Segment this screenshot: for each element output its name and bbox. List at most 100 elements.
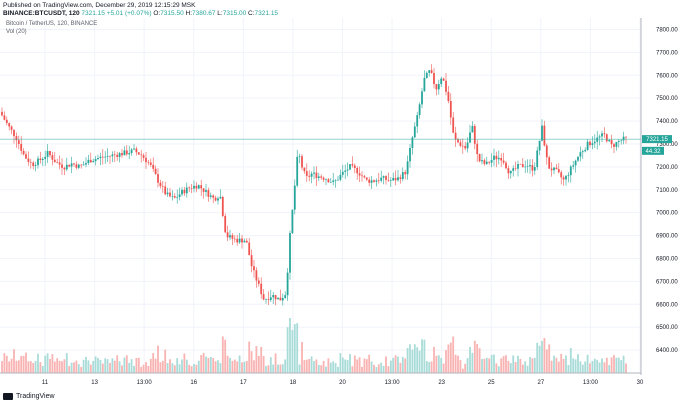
candle-body — [389, 180, 392, 181]
candle-body — [137, 152, 140, 155]
candle-body — [481, 160, 483, 162]
volume-bar — [377, 364, 380, 373]
candle-body — [493, 155, 495, 160]
volume-bar — [217, 360, 219, 373]
volume-bar — [481, 358, 483, 373]
volume-bar — [437, 355, 440, 373]
volume-bar — [92, 360, 95, 373]
x-tick-label: 30 — [637, 380, 644, 386]
candle-body — [219, 196, 222, 199]
volume-bar — [22, 355, 25, 373]
candle-body — [356, 167, 359, 174]
candle-body — [135, 148, 138, 153]
volume-bar — [392, 357, 395, 373]
volume-bar — [445, 350, 447, 373]
candle-body — [418, 104, 421, 116]
volume-bar — [135, 357, 138, 373]
volume-bar — [543, 337, 546, 373]
candle-body — [224, 215, 227, 233]
volume-bar — [416, 347, 419, 373]
candle-body — [217, 198, 219, 201]
candle-body — [68, 164, 71, 167]
candle-body — [56, 162, 59, 163]
candle-body — [545, 145, 548, 158]
price-chart[interactable]: 6400.00 6500.00 6600.00 6700.00 6800.00 6900.… — [0, 18, 681, 393]
last-price-badge — [642, 135, 672, 144]
candle-body — [49, 151, 51, 156]
candle-body — [509, 170, 512, 174]
candle-body — [569, 166, 572, 176]
volume-bar — [404, 358, 407, 373]
volume-bar — [147, 365, 150, 373]
volume-bar — [579, 361, 582, 373]
volume-bar — [106, 359, 109, 373]
candle-body — [154, 168, 157, 175]
last-price: 7321.15 — [81, 10, 105, 17]
candle-body — [212, 195, 215, 198]
x-tick-label: 13 — [91, 380, 98, 386]
candle-body — [20, 143, 23, 151]
candle-body — [214, 197, 217, 201]
volume-bar — [209, 356, 212, 373]
volume-bar — [505, 355, 507, 373]
candle-body — [250, 255, 253, 267]
y-tick-label: 6900.00 — [656, 234, 678, 240]
volume-bar — [125, 355, 128, 373]
candle-body — [226, 232, 229, 238]
volume-bar — [457, 355, 459, 373]
tradingview-footer[interactable]: TradingView — [3, 393, 55, 400]
candle-body — [409, 148, 411, 162]
candle-body — [231, 235, 234, 239]
candle-body — [464, 146, 467, 149]
candle-body — [459, 142, 462, 146]
volume-bar — [265, 366, 267, 373]
volume-bar — [387, 366, 390, 373]
price-change: +5.01 (+0.07%) — [106, 10, 152, 17]
volume-bar — [593, 358, 596, 373]
volume-bar — [205, 356, 207, 373]
volume-bar — [569, 347, 572, 373]
volume-bar — [329, 362, 332, 373]
candle-body — [586, 141, 589, 150]
x-tick-label: 18 — [290, 380, 297, 386]
volume-bar — [70, 362, 73, 373]
candle-body — [536, 150, 539, 168]
volume-bar — [152, 353, 155, 373]
volume-bar — [514, 362, 517, 373]
candle-body — [344, 170, 347, 172]
candle-body — [161, 186, 164, 187]
volume-bar — [325, 366, 327, 373]
candle-body — [5, 119, 8, 124]
volume-bar — [29, 361, 32, 373]
candle-body — [200, 185, 203, 189]
candle-body — [361, 175, 363, 177]
volume-bar — [262, 356, 265, 373]
candle-body — [157, 174, 159, 183]
volume-bar — [418, 350, 421, 373]
volume-bar — [3, 353, 6, 373]
candle-body — [327, 179, 330, 183]
volume-bar — [46, 353, 49, 373]
volume-bar — [111, 358, 114, 373]
volume-bar — [589, 363, 591, 373]
volume-bar — [598, 362, 601, 373]
volume-bar — [157, 345, 159, 373]
volume-bar — [173, 365, 176, 373]
candle-body — [87, 159, 90, 164]
candle-body — [301, 156, 303, 168]
volume-bar — [536, 342, 539, 373]
candle-body — [565, 175, 567, 180]
published-line: Published on TradingView.com, December 2… — [3, 2, 196, 9]
volume-bar — [233, 359, 236, 373]
candle-body — [437, 84, 440, 90]
candle-body — [277, 297, 279, 300]
volume-bar — [281, 364, 284, 373]
candle-body — [380, 177, 383, 181]
volume-bar — [32, 362, 35, 373]
volume-bar — [574, 359, 577, 373]
candle-body — [229, 235, 231, 238]
candle-body — [382, 176, 385, 178]
candle-body — [490, 159, 493, 163]
volume-bar — [65, 353, 68, 373]
x-tick-label: 16 — [190, 380, 197, 386]
